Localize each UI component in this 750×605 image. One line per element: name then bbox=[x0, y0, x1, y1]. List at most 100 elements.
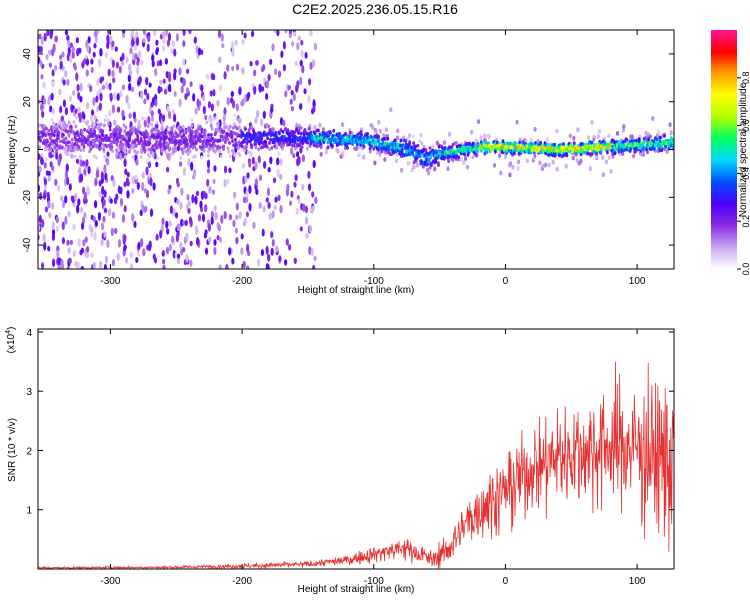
spectrogram-cell bbox=[646, 150, 649, 155]
spectrogram-cell bbox=[141, 181, 145, 192]
spectrogram-cell bbox=[62, 99, 66, 108]
spectrogram-cell bbox=[174, 148, 178, 153]
spectrogram-cell bbox=[57, 184, 61, 192]
spectrogram-cell bbox=[248, 184, 252, 194]
spectrogram-cell bbox=[134, 143, 138, 148]
spectrogram-cell bbox=[266, 80, 270, 89]
spectrogram-cell bbox=[313, 131, 317, 136]
spectrogram-cell bbox=[136, 134, 140, 139]
spectrogram-cell bbox=[86, 119, 90, 124]
spectrogram-cell bbox=[252, 221, 256, 229]
spectrogram-cell bbox=[590, 119, 594, 125]
spectrogram-cell bbox=[381, 140, 385, 145]
spectrogram-x-ticks: -300 -200 -100 0 100 bbox=[100, 30, 646, 287]
spectrogram-cell bbox=[421, 164, 425, 169]
spectrogram-cell bbox=[193, 134, 197, 139]
spectrogram-cell bbox=[249, 61, 253, 67]
spectrogram-cell bbox=[384, 141, 388, 146]
spectrogram-cell bbox=[52, 43, 56, 53]
spectrogram-cell bbox=[145, 166, 149, 176]
spectrogram-cell bbox=[232, 143, 236, 148]
spectrogram-cell bbox=[136, 138, 140, 143]
spectrogram-cell bbox=[83, 212, 87, 219]
spectrogram-cell bbox=[247, 91, 251, 99]
spectrogram-cell bbox=[130, 30, 135, 38]
spectrogram-cell bbox=[107, 30, 111, 35]
spectrogram-cell bbox=[447, 131, 452, 137]
spectrogram-cell bbox=[83, 191, 87, 202]
spectrogram-cell bbox=[164, 30, 169, 37]
spectrogram-cell bbox=[57, 157, 61, 167]
spectrogram-cell bbox=[43, 33, 47, 42]
spectrogram-cell bbox=[40, 103, 44, 112]
spectrogram-cell bbox=[87, 188, 91, 196]
spectrogram-cell bbox=[390, 142, 393, 147]
spectrogram-cell bbox=[503, 154, 507, 160]
spectrogram-cell bbox=[243, 93, 247, 103]
spectrogram-cell bbox=[598, 150, 602, 155]
spectrogram-cell bbox=[158, 141, 162, 145]
spectrogram-cell bbox=[429, 154, 433, 159]
spectrogram-cell bbox=[162, 114, 166, 122]
spectrogram-cell bbox=[82, 148, 86, 152]
spectrogram-cell bbox=[483, 133, 487, 139]
spectrogram-cell bbox=[538, 160, 542, 166]
spectrogram-cell bbox=[90, 67, 94, 73]
spectrogram-cell bbox=[83, 58, 87, 66]
spectrogram-cell bbox=[262, 110, 266, 119]
spectrogram-cell bbox=[42, 97, 47, 105]
spectrogram-cell bbox=[270, 146, 274, 150]
spectrogram-cell bbox=[107, 122, 110, 126]
spectrogram-cell bbox=[230, 135, 234, 140]
spectrogram-cell bbox=[67, 120, 71, 125]
spectrogram-cell bbox=[303, 88, 307, 95]
spectrogram-cell bbox=[140, 59, 144, 66]
spectrogram-cell bbox=[142, 30, 146, 36]
spectrogram-cell bbox=[73, 154, 77, 159]
spectrogram-cell bbox=[377, 139, 380, 144]
spectrogram-cell bbox=[115, 193, 119, 201]
spectrogram-cell bbox=[126, 189, 130, 199]
spectrogram-cell bbox=[193, 36, 197, 44]
spectrogram-cell bbox=[405, 153, 409, 157]
spectrogram-cell bbox=[348, 134, 351, 139]
spectrogram-cell bbox=[313, 255, 317, 262]
spectrogram-cell bbox=[262, 205, 266, 213]
spectrogram-cell bbox=[279, 174, 283, 180]
spectrogram-cell bbox=[140, 238, 144, 247]
spectrogram-cell bbox=[122, 123, 126, 128]
spectrogram-cell bbox=[75, 115, 78, 120]
spectrogram-cell bbox=[222, 144, 226, 149]
spectrogram-cell bbox=[298, 123, 301, 128]
spectrogram-cell bbox=[284, 90, 288, 98]
spectrogram-cell bbox=[362, 144, 366, 149]
spectrogram-cell bbox=[637, 145, 641, 150]
spectrogram-cell bbox=[166, 105, 170, 113]
spectrogram-y-axis-label: Frequency (Hz) bbox=[7, 116, 18, 185]
spectrogram-cell bbox=[308, 225, 312, 233]
spectrogram-cell bbox=[204, 114, 208, 121]
spectrogram-cell bbox=[82, 119, 86, 124]
spectrogram-cell bbox=[270, 247, 274, 256]
spectrogram-cell bbox=[312, 264, 316, 269]
spectrogram-cell bbox=[148, 141, 152, 146]
spectrogram-cell bbox=[38, 165, 42, 173]
spectrogram-cell bbox=[299, 76, 303, 86]
spectrogram-cell bbox=[181, 129, 185, 133]
spectrogram-cell bbox=[51, 107, 55, 115]
spectrogram-cell bbox=[199, 139, 202, 144]
spectrogram-cell bbox=[251, 156, 255, 165]
spectrogram-cell bbox=[272, 127, 275, 131]
spectrogram-cell bbox=[162, 37, 166, 45]
spectrogram-cell bbox=[288, 243, 292, 251]
spectrogram-cell bbox=[115, 151, 119, 156]
spectrogram-cell bbox=[223, 210, 227, 220]
spectrogram-cell bbox=[217, 224, 221, 232]
spectrogram-cell bbox=[218, 264, 222, 269]
spectrogram-cell bbox=[210, 216, 214, 225]
spectrogram-cell bbox=[159, 229, 163, 239]
spectrogram-cell bbox=[590, 152, 594, 156]
spectrogram-cell bbox=[274, 68, 278, 76]
spectrogram-cell bbox=[38, 153, 41, 160]
spectrogram-cell bbox=[38, 33, 42, 40]
